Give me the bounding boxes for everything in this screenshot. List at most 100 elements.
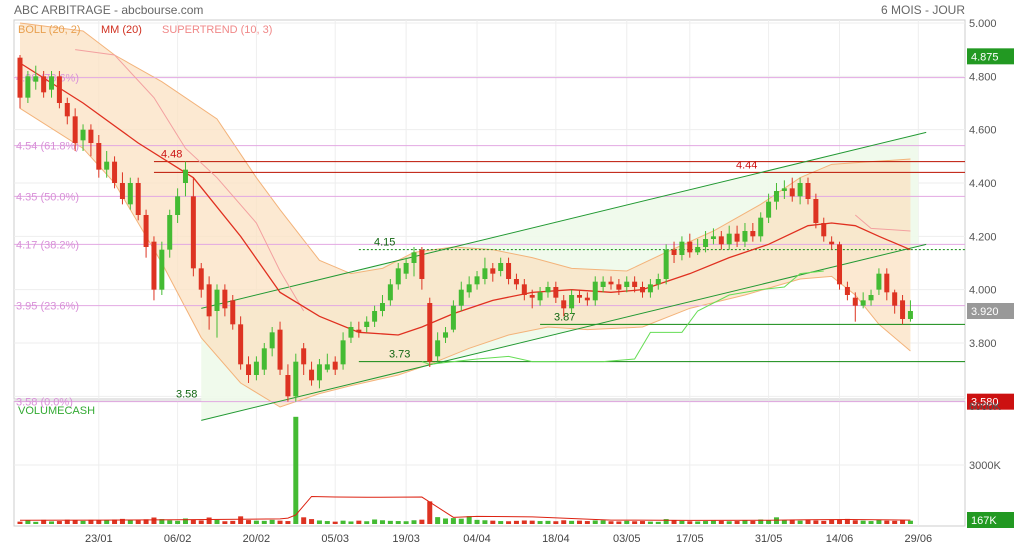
- candle-body: [837, 244, 843, 285]
- volume-bar: [876, 519, 882, 524]
- volume-bar: [655, 521, 661, 524]
- candle-body: [96, 143, 102, 170]
- date-axis-tick: 19/03: [392, 533, 420, 545]
- date-axis-tick: 06/02: [164, 533, 192, 545]
- legend-volume: VOLUMECASH: [18, 405, 95, 417]
- volume-bar: [545, 520, 551, 524]
- date-axis-tick: 20/02: [243, 533, 271, 545]
- price-axis-tick: 5.000: [969, 18, 997, 30]
- price-tag-box: [967, 303, 1014, 319]
- candle-body: [766, 201, 772, 218]
- candle-body: [222, 289, 228, 309]
- candle-body: [301, 348, 307, 365]
- volume-bar: [443, 518, 449, 524]
- candle-body: [112, 161, 118, 183]
- candle-body: [182, 169, 188, 183]
- fibonacci-label: 3.58 (0.0%): [16, 397, 73, 409]
- volume-bar: [584, 521, 590, 524]
- price-axis-tick: 4.600: [969, 125, 997, 137]
- volume-bar: [167, 520, 173, 524]
- trend-lines: 4.48 4.44 4.15 3.87 3.73 3.58: [153, 131, 965, 421]
- volume-bar: [687, 521, 693, 524]
- candle-body: [726, 233, 732, 245]
- volume-bar: [364, 521, 370, 524]
- volume-bar: [576, 520, 582, 524]
- candle-body: [758, 217, 764, 237]
- candle-body: [695, 247, 701, 253]
- candle-body: [419, 249, 425, 279]
- volume-bar: [119, 518, 125, 524]
- date-axis-tick: 05/03: [321, 533, 349, 545]
- volume-bar: [679, 520, 685, 524]
- price-tag-label: 4.875: [971, 51, 999, 63]
- candle-body: [151, 241, 157, 290]
- legend-mm: MM (20): [101, 24, 142, 36]
- volume-bar: [261, 520, 267, 524]
- fibonacci-label: 4.80 (78.6%): [16, 73, 79, 85]
- price-tag-label: 3.580: [971, 397, 999, 409]
- candle-body: [49, 76, 55, 90]
- level-annotation: 4.44: [736, 159, 757, 171]
- candle-body: [813, 199, 819, 223]
- candle-body: [261, 348, 267, 370]
- volume-bar: [498, 521, 504, 524]
- volume-bar: [198, 520, 204, 524]
- volume-bar: [269, 519, 275, 524]
- candle-body: [72, 116, 78, 143]
- candle-body: [316, 364, 322, 381]
- volume-bar: [671, 520, 677, 524]
- volume-bar: [190, 519, 196, 524]
- volume-bar: [72, 520, 78, 524]
- candle-body: [364, 321, 370, 327]
- date-axis-tick: 31/05: [755, 533, 783, 545]
- supertrend: [75, 49, 911, 365]
- date-axis-tick: 14/06: [826, 533, 854, 545]
- volume-bar: [372, 519, 378, 524]
- candle-body: [80, 129, 86, 141]
- level-annotation: 4.15: [374, 237, 395, 249]
- candle-body: [900, 300, 906, 319]
- candle-body: [127, 183, 133, 205]
- volume-bar: [253, 520, 259, 524]
- candle-body: [734, 233, 740, 242]
- volume-bar: [663, 519, 669, 524]
- candle-body: [33, 76, 39, 82]
- volume-bar: [797, 520, 803, 524]
- volume-panel-frame: [13, 400, 966, 527]
- channel-line: [201, 131, 927, 309]
- candle-body: [655, 279, 661, 285]
- volume-bar: [238, 516, 244, 524]
- supertrend-segment: [75, 49, 305, 312]
- volume-bar: [395, 521, 401, 524]
- volume-bar: [356, 520, 362, 524]
- candle-body: [379, 303, 385, 311]
- volume-bar: [600, 520, 606, 524]
- candle-body: [56, 76, 62, 103]
- candle-body: [805, 183, 811, 199]
- candle-body: [608, 281, 614, 285]
- candle-body: [175, 196, 181, 215]
- volume-bar: [214, 519, 220, 524]
- candle-body: [293, 361, 299, 397]
- candle-body: [450, 305, 456, 330]
- volume-bar: [419, 519, 425, 524]
- volume-bar: [734, 521, 740, 524]
- volume-bar: [624, 520, 630, 524]
- candle-body: [506, 263, 512, 279]
- level-annotation: 3.73: [389, 349, 410, 361]
- candle-body: [246, 364, 252, 375]
- candle-body: [309, 369, 315, 381]
- candle-body: [214, 289, 220, 311]
- price-axis-tick: 4.800: [969, 71, 997, 83]
- candle-body: [198, 268, 204, 290]
- volume-bar: [616, 521, 622, 524]
- date-axis-tick: 29/06: [905, 533, 933, 545]
- candle-body: [458, 289, 464, 306]
- price-axis-tick: 4.200: [969, 231, 997, 243]
- volume-bar: [703, 521, 709, 524]
- volume-bar: [450, 518, 456, 524]
- date-axis-tick: 17/05: [676, 533, 704, 545]
- candle-body: [372, 311, 378, 322]
- candle-body: [411, 252, 417, 263]
